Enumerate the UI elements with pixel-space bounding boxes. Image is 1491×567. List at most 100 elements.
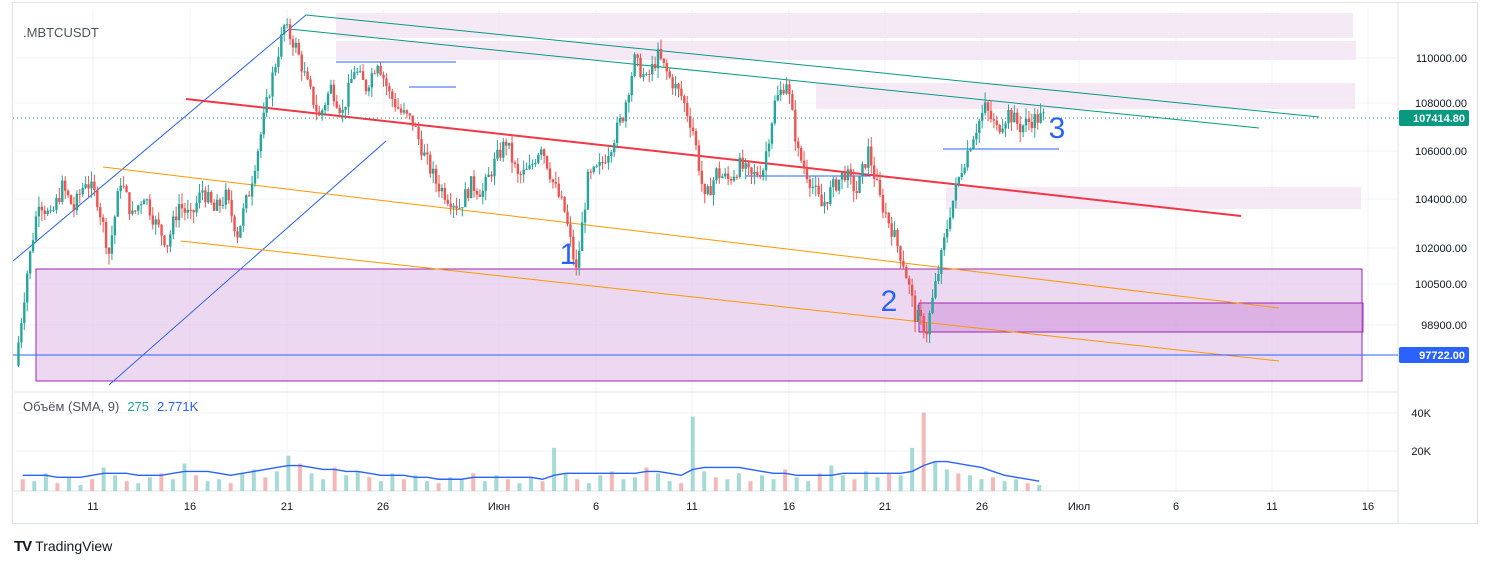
candle-body (712, 180, 715, 196)
candle-body (101, 217, 105, 222)
blue-channel-lower[interactable] (108, 140, 387, 386)
x-tick-label: 21 (879, 501, 891, 513)
volume-bar (656, 473, 661, 491)
resistance-zone (946, 187, 1361, 209)
volume-bar (644, 467, 649, 491)
candle-body (548, 168, 552, 180)
candle-body (145, 199, 149, 201)
candle-body (63, 180, 67, 191)
demand-zone-small[interactable] (918, 302, 1364, 333)
chart-frame[interactable]: 11 16 21 26 Июн 6 11 16 21 26 Июл 6 11 16 110000.00 108… (12, 2, 1478, 524)
volume-bar (124, 481, 129, 491)
volume-bar (586, 483, 591, 491)
orange-channel-lower[interactable] (180, 240, 1280, 362)
volume-bar (679, 483, 684, 491)
candle-body (20, 323, 23, 343)
volume-bar (159, 473, 164, 491)
volume-legend[interactable]: Объём (SMA, 9) 275 2.771K (23, 399, 198, 414)
candle-body (776, 95, 779, 101)
candle-body (826, 202, 829, 204)
candle-body (528, 165, 531, 169)
candle-body (499, 149, 502, 158)
teal-channel-upper[interactable] (305, 14, 1320, 118)
candle-body (113, 216, 117, 236)
volume-bar (482, 481, 487, 491)
candle-body (81, 187, 84, 195)
candle-body (99, 207, 102, 218)
volume-bar (32, 481, 37, 491)
candle-body (78, 193, 81, 195)
candle-body (493, 158, 496, 177)
candle-body (43, 210, 46, 215)
volume-bar (274, 471, 279, 491)
candle-body (66, 190, 70, 196)
teal-channel-lower[interactable] (288, 28, 1260, 129)
x-tick-label: 6 (1173, 501, 1179, 513)
candle-body (916, 309, 920, 322)
candle-body (805, 167, 809, 180)
candle-body (507, 142, 511, 146)
volume-bar (991, 477, 996, 491)
volume-sma-line (22, 460, 1040, 482)
candle-body (440, 187, 444, 192)
candle-body (174, 216, 178, 221)
candle-body (356, 71, 359, 73)
x-tick-label: 11 (87, 501, 98, 513)
volume-bar (933, 461, 938, 491)
volume-tick-label: 20K (1411, 446, 1431, 458)
low-label-2: 2 (881, 285, 898, 318)
candle-body (347, 82, 350, 107)
candle-body (618, 117, 622, 123)
candle-body (767, 143, 771, 152)
candle-body (583, 209, 587, 223)
candle-body (931, 297, 934, 314)
volume-bar (217, 479, 222, 491)
candle-body (943, 237, 946, 251)
volume-bar (529, 477, 533, 491)
chart-canvas[interactable]: 11 16 21 26 Июн 6 11 16 21 26 Июл 6 11 16110000.00108… (12, 3, 1477, 523)
volume-bar (263, 477, 268, 491)
candle-body (504, 141, 508, 146)
volume-bar (170, 479, 175, 491)
candle-body (26, 273, 29, 303)
symbol-title[interactable]: .MBTCUSDT (23, 25, 99, 40)
drawing-layer[interactable] (12, 14, 1398, 386)
candle-body (870, 146, 873, 166)
volume-bar (725, 479, 730, 491)
volume-bar (425, 481, 430, 491)
tradingview-brand[interactable]: TV TradingView (14, 537, 112, 555)
candle-body (420, 139, 423, 156)
candle-body (747, 163, 750, 168)
candle-body (537, 154, 540, 163)
candle-body (686, 103, 689, 117)
candle-body (615, 122, 619, 143)
orange-channel-upper[interactable] (102, 166, 1280, 309)
volume-bar (887, 473, 892, 491)
candle-body (192, 210, 195, 213)
candle-body (750, 167, 753, 175)
candle-body (379, 65, 382, 75)
candle-body (925, 332, 928, 335)
volume-bar (667, 481, 672, 491)
candle-body (978, 120, 981, 133)
candle-body (458, 208, 461, 210)
candle-body (414, 125, 417, 127)
candle-body (849, 169, 852, 176)
volume-bar (401, 479, 406, 491)
candle-body (963, 167, 966, 174)
candle-body (770, 123, 774, 144)
candle-body (981, 112, 984, 121)
x-tick-label: 16 (184, 501, 196, 513)
candle-body (411, 115, 414, 126)
candle-body (525, 168, 528, 170)
candle-body (134, 210, 137, 212)
candle-body (683, 96, 686, 104)
volume-bar (378, 481, 383, 491)
blue-channel-upper[interactable] (12, 14, 307, 262)
candle-body (452, 205, 455, 208)
volume-bar (182, 463, 187, 491)
candle-body (239, 225, 242, 238)
candle-body (163, 235, 166, 246)
volume-bar (194, 475, 199, 491)
candle-body (834, 179, 838, 191)
